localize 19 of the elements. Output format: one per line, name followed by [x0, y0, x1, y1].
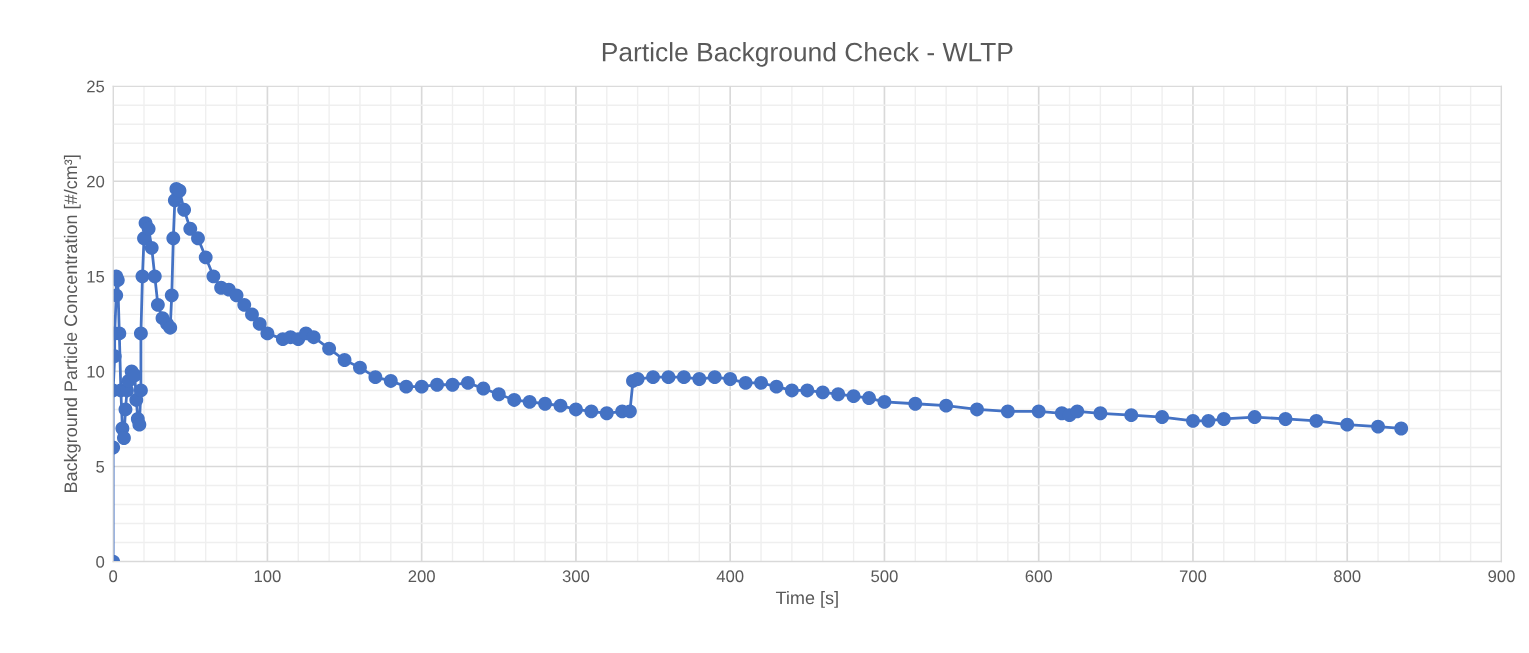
y-tick-label: 15: [87, 270, 105, 283]
y-tick-label: 5: [96, 461, 105, 473]
x-tick-label: 200: [408, 570, 435, 583]
x-tick-label: 800: [1334, 570, 1361, 583]
y-tick-label: 0: [96, 555, 105, 568]
chart-title: Particle Background Check - WLTP: [602, 42, 1013, 67]
y-tick-label: 25: [87, 80, 105, 93]
y-tick-label: 20: [87, 175, 105, 188]
x-tick-label: 300: [562, 570, 590, 583]
x-tick-label: 700: [1179, 570, 1207, 583]
x-tick-label: 0: [109, 570, 118, 583]
x-tick-label: 900: [1488, 570, 1515, 583]
x-tick-label: 400: [716, 570, 744, 583]
y-tick-label: 10: [87, 365, 105, 378]
x-tick-label: 500: [871, 570, 898, 583]
x-tick-label: 600: [1025, 570, 1052, 583]
x-tick-label: 100: [254, 570, 281, 583]
y-axis-title: Background Particle Concentration [#/cm³]: [63, 155, 81, 492]
x-axis-title: Time [s]: [775, 591, 838, 608]
